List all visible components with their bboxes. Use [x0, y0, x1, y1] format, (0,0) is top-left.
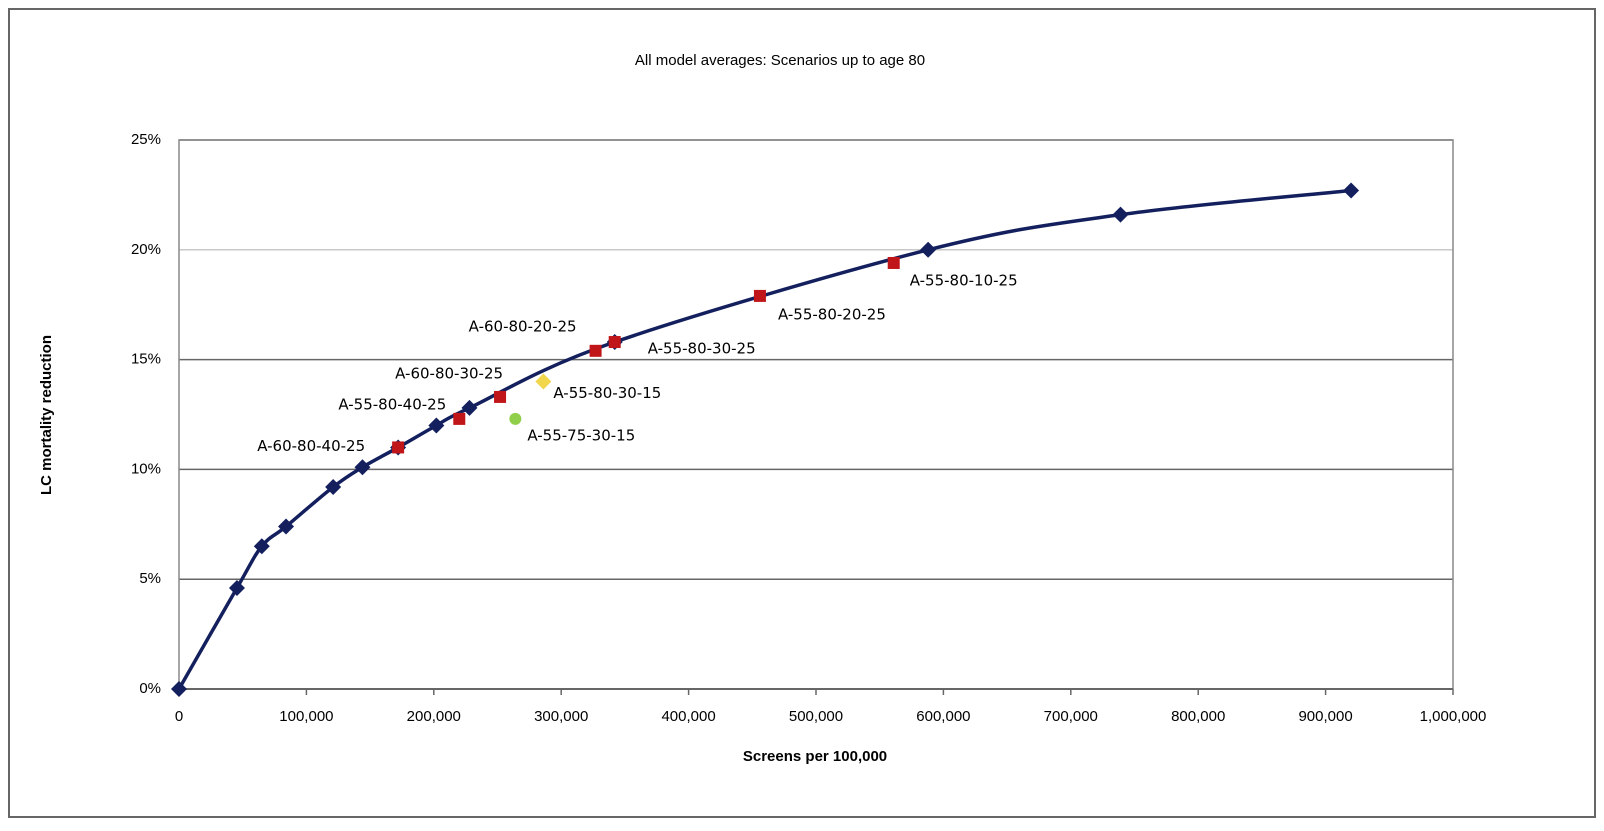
- point-label: A-55-80-30-25: [648, 340, 756, 358]
- marker: [887, 256, 900, 269]
- marker: [920, 241, 937, 258]
- chart-title: All model averages: Scenarios up to age …: [635, 52, 925, 69]
- marker: [253, 538, 270, 555]
- point-label: A-55-80-20-25: [778, 305, 886, 323]
- marker: [171, 681, 187, 697]
- point-label: A-55-75-30-15: [527, 426, 635, 444]
- y-tick-label: 20%: [131, 241, 161, 258]
- marker: [392, 441, 405, 454]
- y-tick-label: 15%: [131, 351, 161, 368]
- point-label: A-60-80-20-25: [469, 317, 577, 335]
- y-tick-label: 0%: [139, 680, 161, 697]
- x-tick-label: 700,000: [1044, 708, 1098, 725]
- marker: [535, 373, 552, 390]
- point-label: A-60-80-30-25: [395, 364, 503, 382]
- x-axis-label: Screens per 100,000: [743, 748, 887, 765]
- point-label: A-55-80-30-15: [553, 384, 661, 402]
- point-label: A-55-80-40-25: [338, 395, 446, 413]
- marker: [509, 412, 522, 425]
- x-tick-label: 200,000: [407, 708, 461, 725]
- x-tick-label: 500,000: [789, 708, 843, 725]
- marker: [589, 344, 602, 357]
- point-label: A-55-80-10-25: [910, 271, 1018, 289]
- marker: [278, 518, 295, 535]
- marker: [461, 399, 478, 416]
- x-tick-label: 300,000: [534, 708, 588, 725]
- marker: [228, 579, 245, 596]
- x-tick-label: 1,000,000: [1420, 708, 1487, 725]
- point-label: A-60-80-40-25: [257, 437, 365, 455]
- y-tick-label: 5%: [139, 570, 161, 587]
- y-axis-label: LC mortality reduction: [38, 335, 55, 495]
- marker: [453, 412, 466, 425]
- series-line: [177, 188, 1352, 690]
- marker: [325, 478, 342, 495]
- x-tick-label: 600,000: [916, 708, 970, 725]
- marker: [608, 336, 621, 349]
- marker: [428, 417, 445, 434]
- y-tick-label: 10%: [131, 460, 161, 477]
- x-tick-label: 100,000: [279, 708, 333, 725]
- chart-frame: [8, 8, 1596, 818]
- marker: [1112, 206, 1129, 223]
- marker: [494, 390, 507, 403]
- marker: [753, 289, 766, 302]
- x-tick-label: 900,000: [1298, 708, 1352, 725]
- x-tick-label: 0: [175, 708, 183, 725]
- x-tick-label: 800,000: [1171, 708, 1225, 725]
- y-tick-label: 25%: [131, 131, 161, 148]
- marker: [1343, 182, 1360, 199]
- marker: [354, 459, 371, 476]
- x-tick-label: 400,000: [661, 708, 715, 725]
